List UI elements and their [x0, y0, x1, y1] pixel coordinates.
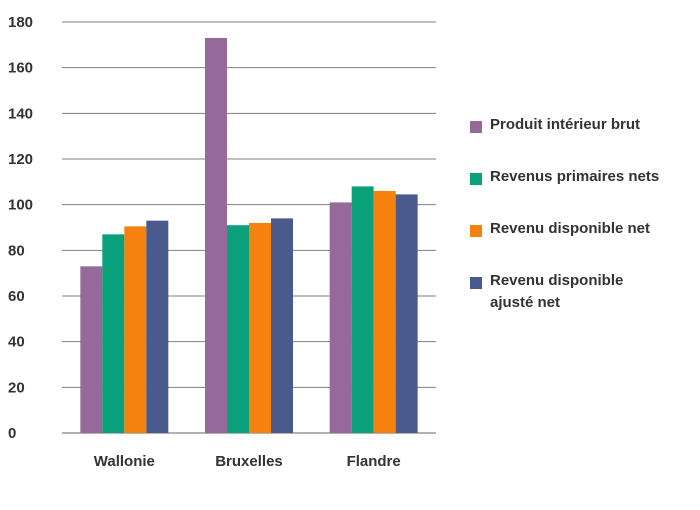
bar-wallonie-series-2 — [102, 234, 125, 433]
y-tick-label: 60 — [8, 288, 25, 305]
x-category-label: Wallonie — [94, 453, 155, 470]
legend-label: Revenus primaires nets — [490, 168, 660, 185]
bar-flandre-series-4 — [395, 194, 418, 433]
legend-item: Produit intérieur brut — [470, 114, 695, 136]
bar-bruxelles-series-3 — [249, 222, 271, 433]
legend-label: Produit intérieur brut — [490, 116, 640, 133]
bar-flandre-series-2 — [351, 186, 374, 433]
bar-bruxelles-series-1 — [205, 37, 227, 433]
x-axis: Wallonie Bruxelles Flandre — [94, 453, 401, 470]
legend-swatch — [470, 121, 482, 133]
x-category-label: Bruxelles — [215, 453, 283, 470]
y-tick-label: 80 — [8, 242, 25, 259]
y-tick-label: 180 — [8, 14, 33, 31]
y-tick-label: 100 — [8, 197, 33, 214]
x-category-label: Flandre — [347, 453, 401, 470]
legend-label: Revenu disponible net — [490, 220, 651, 237]
y-tick-label: 0 — [8, 425, 16, 442]
y-tick-label: 120 — [8, 151, 33, 168]
bar-bruxelles-series-2 — [227, 225, 249, 433]
bar-bruxelles-series-4 — [271, 218, 293, 433]
bar-wallonie-series-4 — [146, 220, 169, 433]
bar-wallonie-series-1 — [80, 266, 103, 433]
bar-wallonie-series-3 — [124, 226, 147, 433]
legend-item: Revenu disponible ajusté net — [470, 270, 695, 314]
legend-swatch — [470, 277, 482, 289]
bars — [80, 37, 418, 433]
legend-swatch — [470, 225, 482, 237]
bar-flandre-series-1 — [329, 202, 352, 433]
legend: Produit intérieur brut Revenus primaires … — [470, 114, 695, 344]
legend-item: Revenu disponible net — [470, 218, 695, 240]
y-tick-label: 40 — [8, 334, 25, 351]
y-tick-label: 20 — [8, 379, 25, 396]
legend-swatch — [470, 173, 482, 185]
bar-flandre-series-3 — [373, 190, 396, 433]
legend-label: Revenu disponible ajusté net — [490, 272, 624, 311]
y-axis-ticks: 0 20 40 60 80 100 120 140 160 180 — [8, 14, 33, 442]
legend-item: Revenus primaires nets — [470, 166, 695, 188]
y-tick-label: 160 — [8, 60, 33, 77]
y-tick-label: 140 — [8, 105, 33, 122]
